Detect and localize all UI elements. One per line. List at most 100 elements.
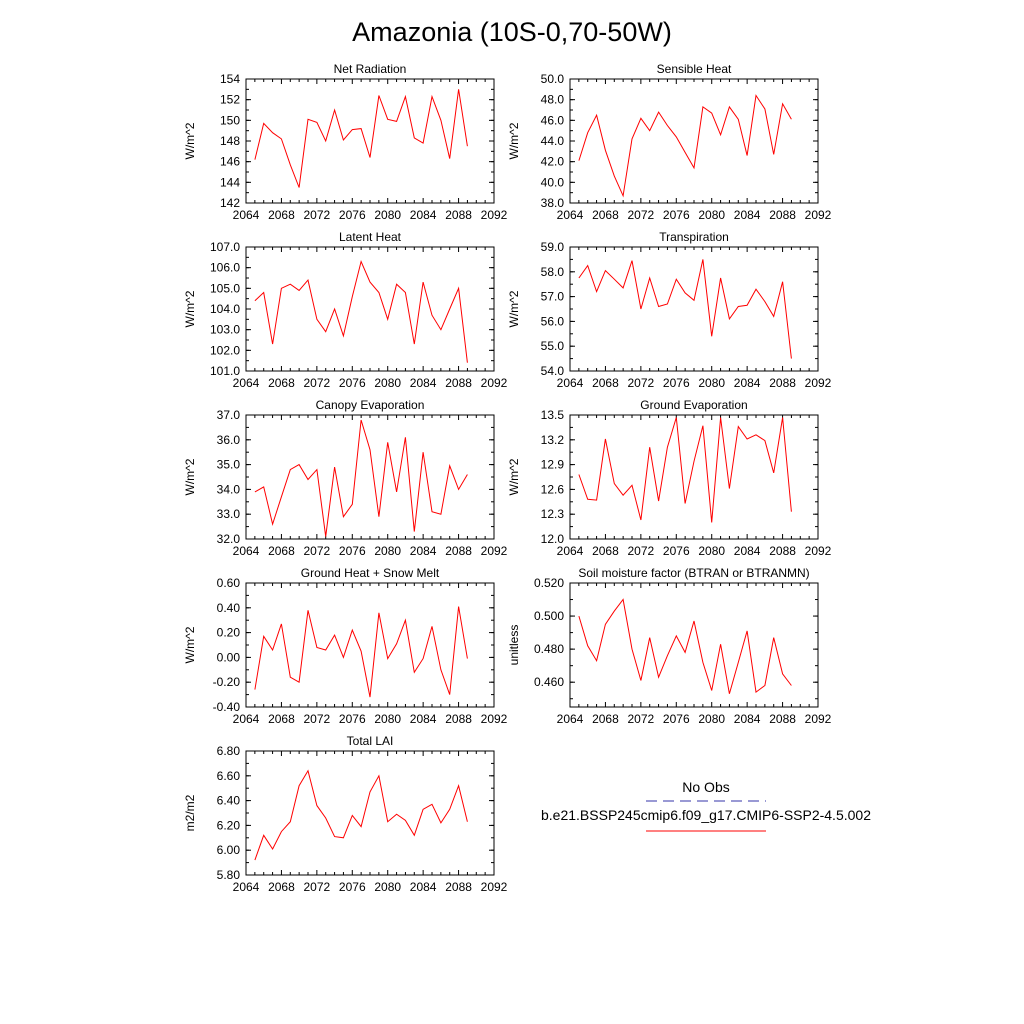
x-tick-label: 2092 xyxy=(481,376,508,390)
y-tick-label: 6.60 xyxy=(217,769,241,783)
y-tick-label: 6.00 xyxy=(217,843,241,857)
y-tick-label: 58.0 xyxy=(541,265,565,279)
x-tick-label: 2064 xyxy=(233,544,260,558)
series-line xyxy=(578,259,792,359)
panel-title: Ground Evaporation xyxy=(640,398,747,412)
x-tick-label: 2076 xyxy=(339,376,366,390)
x-tick-label: 2068 xyxy=(592,376,619,390)
x-tick-label: 2072 xyxy=(304,880,331,894)
plot-frame xyxy=(569,414,819,540)
y-tick-label: 35.0 xyxy=(217,458,241,472)
y-tick-label: 38.0 xyxy=(541,196,565,210)
y-tick-label: 32.0 xyxy=(217,532,241,546)
x-tick-label: 2092 xyxy=(805,544,832,558)
plot-frame xyxy=(245,582,495,708)
y-tick-label: 56.0 xyxy=(541,314,565,328)
y-tick-label: 104.0 xyxy=(210,302,240,316)
series-line xyxy=(578,94,792,198)
panel-title: Transpiration xyxy=(659,230,729,244)
x-tick-label: 2064 xyxy=(557,712,584,726)
x-tick-label: 2088 xyxy=(769,376,796,390)
x-tick-label: 2092 xyxy=(805,208,832,222)
x-tick-label: 2076 xyxy=(339,880,366,894)
y-tick-label: 48.0 xyxy=(541,93,565,107)
x-tick-label: 2080 xyxy=(374,712,401,726)
x-tick-label: 2068 xyxy=(268,208,295,222)
x-tick-label: 2080 xyxy=(374,880,401,894)
y-tick-label: 0.40 xyxy=(217,601,241,615)
y-tick-label: 12.9 xyxy=(541,458,565,472)
chart-panel: Soil moisture factor (BTRAN or BTRANMN) 2… xyxy=(507,566,832,726)
y-tick-label: 152 xyxy=(220,93,240,107)
series-line xyxy=(254,419,468,537)
x-tick-label: 2092 xyxy=(805,712,832,726)
y-tick-label: 6.80 xyxy=(217,744,241,758)
panel-title: Net Radiation xyxy=(334,62,407,76)
series-line xyxy=(254,606,468,698)
y-tick-label: 46.0 xyxy=(541,113,565,127)
y-tick-label: 102.0 xyxy=(210,343,240,357)
x-tick-label: 2092 xyxy=(805,376,832,390)
x-tick-label: 2080 xyxy=(698,208,725,222)
chart-panel: Ground Evaporation 2064 2068 2072 2076 2080 20… xyxy=(507,398,832,558)
plot-frame xyxy=(245,78,495,204)
x-tick-label: 2064 xyxy=(233,712,260,726)
chart-panel: Total LAI 2064 2068 2072 2076 2080 2084 2088 209… xyxy=(183,734,508,894)
panel-title: Latent Heat xyxy=(339,230,402,244)
y-tick-label: 6.40 xyxy=(217,794,241,808)
y-tick-label: 50.0 xyxy=(541,72,565,86)
x-tick-label: 2080 xyxy=(698,376,725,390)
chart-panel: Ground Heat + Snow Melt 2064 2068 2072 2076 2… xyxy=(183,566,508,726)
y-tick-label: 0.00 xyxy=(217,650,241,664)
y-tick-label: 12.0 xyxy=(541,532,565,546)
y-tick-label: 55.0 xyxy=(541,339,565,353)
y-tick-label: 144 xyxy=(220,175,240,189)
x-tick-label: 2064 xyxy=(557,208,584,222)
plot-frame xyxy=(245,246,495,372)
x-tick-label: 2076 xyxy=(663,376,690,390)
y-tick-label: 0.520 xyxy=(534,576,564,590)
x-tick-label: 2076 xyxy=(663,712,690,726)
series-line xyxy=(254,259,468,363)
x-tick-label: 2088 xyxy=(445,544,472,558)
y-tick-label: 37.0 xyxy=(217,408,241,422)
y-tick-label: 42.0 xyxy=(541,155,565,169)
chart-panel: Canopy Evaporation 2064 2068 2072 2076 2080 20… xyxy=(183,398,508,558)
plot-frame xyxy=(569,582,819,708)
x-tick-label: 2064 xyxy=(233,376,260,390)
x-tick-label: 2088 xyxy=(769,208,796,222)
chart-panel: Transpiration 2064 2068 2072 2076 2080 2084 208… xyxy=(507,230,832,390)
y-tick-label: 57.0 xyxy=(541,290,565,304)
x-tick-label: 2084 xyxy=(410,376,437,390)
series-line xyxy=(578,598,792,694)
x-tick-label: 2068 xyxy=(268,376,295,390)
x-tick-label: 2068 xyxy=(592,208,619,222)
y-tick-label: 0.460 xyxy=(534,675,564,689)
legend-label-model: b.e21.BSSP245cmip6.f09_g17.CMIP6-SSP2-4.… xyxy=(541,807,871,823)
panel-title: Soil moisture factor (BTRAN or BTRANMN) xyxy=(578,566,809,580)
x-tick-label: 2064 xyxy=(557,376,584,390)
x-tick-label: 2088 xyxy=(445,376,472,390)
x-tick-label: 2068 xyxy=(592,712,619,726)
y-tick-label: 54.0 xyxy=(541,364,565,378)
figure-title: Amazonia (10S-0,70-50W) xyxy=(352,17,672,47)
y-tick-label: 34.0 xyxy=(217,482,241,496)
x-tick-label: 2068 xyxy=(268,880,295,894)
x-tick-label: 2064 xyxy=(233,208,260,222)
y-axis-label: W/m^2 xyxy=(507,122,521,159)
y-tick-label: 105.0 xyxy=(210,281,240,295)
plot-frame xyxy=(245,750,495,876)
panel-title: Total LAI xyxy=(347,734,394,748)
y-tick-label: 148 xyxy=(220,134,240,148)
x-tick-label: 2072 xyxy=(304,208,331,222)
y-tick-label: 0.500 xyxy=(534,609,564,623)
x-tick-label: 2080 xyxy=(374,376,401,390)
x-tick-label: 2064 xyxy=(557,544,584,558)
y-tick-label: 12.6 xyxy=(541,482,565,496)
y-tick-label: 33.0 xyxy=(217,507,241,521)
x-tick-label: 2088 xyxy=(445,880,472,894)
y-axis-label: W/m^2 xyxy=(183,122,197,159)
x-tick-label: 2072 xyxy=(628,208,655,222)
panels: Net Radiation 2064 2068 2072 2076 2080 2084 208… xyxy=(183,62,832,894)
